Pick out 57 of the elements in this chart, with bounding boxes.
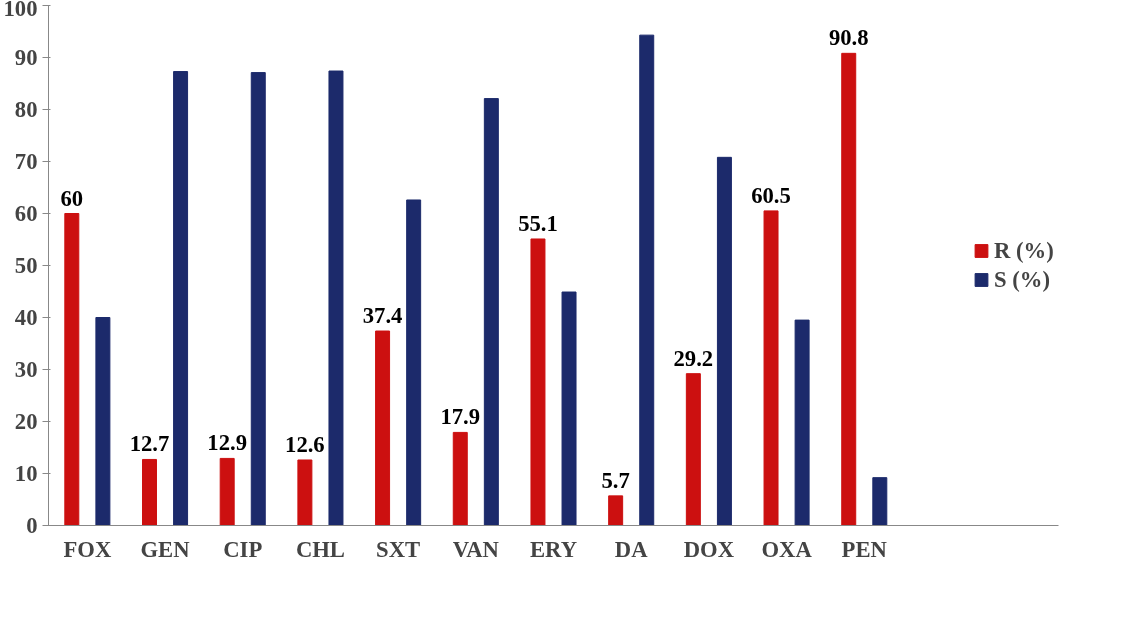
bar xyxy=(219,457,235,526)
x-tick-label: GEN xyxy=(140,536,191,562)
bar xyxy=(250,72,266,526)
y-tick-label: 20 xyxy=(14,409,38,434)
x-tick-label: CHL xyxy=(295,536,345,562)
bar xyxy=(95,317,111,526)
legend-label: R (%) xyxy=(994,237,1054,264)
bar xyxy=(328,70,344,526)
data-label: 37.4 xyxy=(362,303,403,329)
bar xyxy=(64,213,80,526)
y-tick-label: 90 xyxy=(14,45,38,70)
bar xyxy=(841,52,857,526)
data-label: 60 xyxy=(60,185,84,211)
data-label: 17.9 xyxy=(440,404,481,430)
x-tick-label: VAN xyxy=(452,536,500,562)
bar xyxy=(142,458,157,526)
x-tick-label: DA xyxy=(614,536,649,562)
bar xyxy=(452,431,468,526)
bar xyxy=(763,210,779,526)
y-tick-label: 0 xyxy=(26,513,38,538)
bar xyxy=(530,238,546,526)
bar xyxy=(685,373,701,526)
data-label: 5.7 xyxy=(601,467,630,493)
bar xyxy=(375,330,391,526)
x-tick-label: ERY xyxy=(529,536,578,562)
x-tick-label: SXT xyxy=(376,536,421,562)
data-label: 55.1 xyxy=(518,210,558,236)
x-tick-label: DOX xyxy=(683,536,735,562)
bar xyxy=(608,495,624,526)
legend-label: S (%) xyxy=(994,266,1051,293)
x-tick-label: PEN xyxy=(841,536,888,562)
data-label: 29.2 xyxy=(673,345,714,371)
x-tick-label: CIP xyxy=(223,536,263,562)
bar xyxy=(716,156,732,526)
y-tick-label: 80 xyxy=(14,97,38,122)
x-tick-label: OXA xyxy=(761,536,813,562)
data-label: 12.6 xyxy=(285,431,325,457)
y-tick-label: 100 xyxy=(3,0,38,21)
bar xyxy=(794,319,810,526)
x-tick-label: FOX xyxy=(63,536,112,562)
bar xyxy=(406,199,422,526)
bar xyxy=(483,98,499,526)
data-label: 90.8 xyxy=(828,25,869,51)
data-label: 12.9 xyxy=(207,430,248,456)
y-tick-label: 40 xyxy=(14,305,38,330)
bar xyxy=(872,477,888,526)
bar xyxy=(639,34,655,526)
y-tick-label: 70 xyxy=(14,149,38,174)
y-tick-label: 50 xyxy=(14,253,38,278)
y-tick-label: 10 xyxy=(14,461,38,486)
bar xyxy=(173,71,189,526)
data-label: 60.5 xyxy=(751,182,791,208)
bar xyxy=(297,459,313,526)
y-tick-label: 60 xyxy=(14,201,38,226)
data-label: 12.7 xyxy=(129,431,170,457)
y-tick-label: 30 xyxy=(14,357,38,382)
bar xyxy=(561,291,577,526)
